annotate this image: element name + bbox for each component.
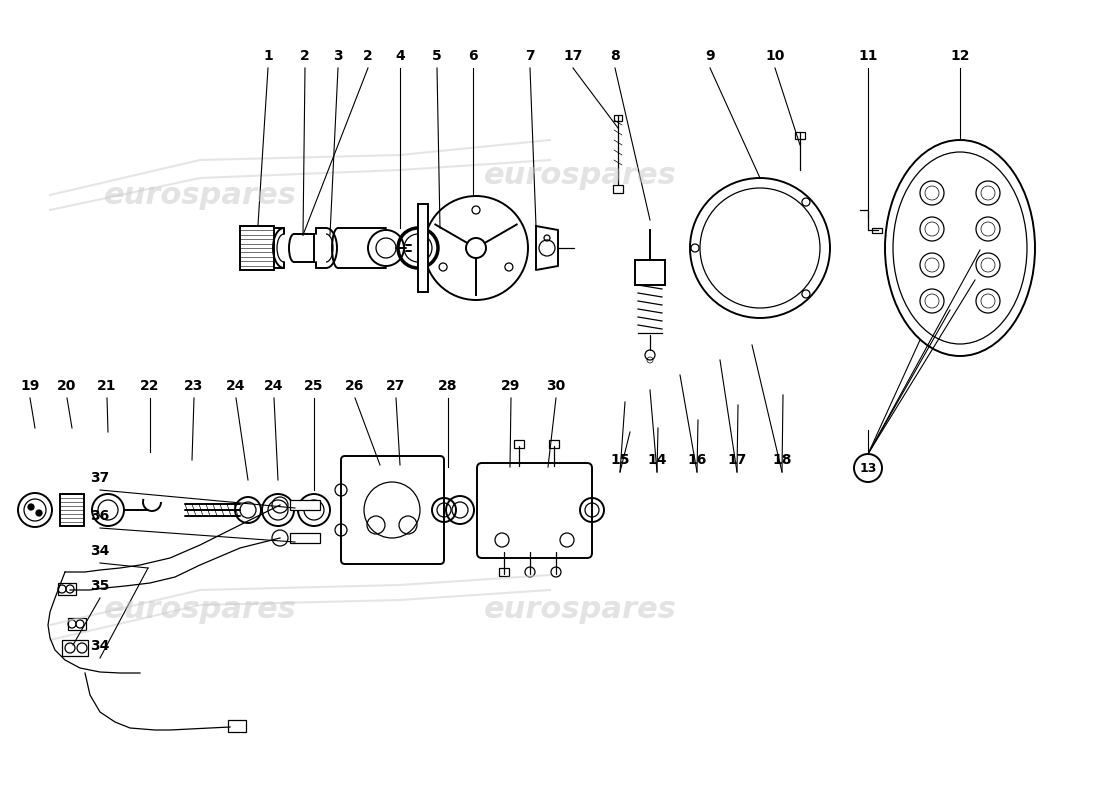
Text: 37: 37 <box>90 471 110 485</box>
Bar <box>418 204 428 292</box>
Text: 23: 23 <box>185 379 204 393</box>
Text: 11: 11 <box>858 49 878 63</box>
Text: 14: 14 <box>647 453 667 467</box>
Bar <box>614 115 622 121</box>
Bar <box>68 618 86 630</box>
Bar <box>499 568 509 576</box>
Text: eurospares: eurospares <box>103 595 296 625</box>
Text: eurospares: eurospares <box>484 595 676 625</box>
Bar <box>58 583 76 595</box>
Text: 7: 7 <box>525 49 535 63</box>
Text: 26: 26 <box>345 379 365 393</box>
Text: 15: 15 <box>610 453 629 467</box>
Bar <box>228 720 246 732</box>
Text: 3: 3 <box>333 49 343 63</box>
Text: 17: 17 <box>563 49 583 63</box>
Text: 9: 9 <box>705 49 715 63</box>
Text: eurospares: eurospares <box>103 181 296 210</box>
Text: 19: 19 <box>20 379 40 393</box>
Text: 4: 4 <box>395 49 405 63</box>
Text: 21: 21 <box>97 379 117 393</box>
FancyBboxPatch shape <box>477 463 592 558</box>
Text: 35: 35 <box>90 579 110 593</box>
Bar <box>549 440 559 448</box>
Text: 1: 1 <box>263 49 273 63</box>
Text: 28: 28 <box>438 379 458 393</box>
Text: 29: 29 <box>502 379 520 393</box>
Bar <box>795 132 805 139</box>
Text: 13: 13 <box>859 462 877 474</box>
Bar <box>62 640 88 656</box>
Text: 22: 22 <box>141 379 160 393</box>
Text: 2: 2 <box>300 49 310 63</box>
Bar <box>514 440 524 448</box>
Text: eurospares: eurospares <box>484 161 676 190</box>
Bar <box>60 494 84 526</box>
FancyBboxPatch shape <box>341 456 444 564</box>
Bar <box>872 228 882 233</box>
Ellipse shape <box>886 140 1035 356</box>
Bar <box>290 500 320 510</box>
Text: 36: 36 <box>90 509 110 523</box>
Text: 5: 5 <box>432 49 442 63</box>
Text: 30: 30 <box>547 379 565 393</box>
Text: 6: 6 <box>469 49 477 63</box>
Text: 27: 27 <box>386 379 406 393</box>
Text: 25: 25 <box>305 379 323 393</box>
Bar <box>240 226 274 270</box>
Text: 12: 12 <box>950 49 970 63</box>
Text: 24: 24 <box>227 379 245 393</box>
Bar <box>613 185 623 193</box>
Text: 18: 18 <box>772 453 792 467</box>
Text: 34: 34 <box>90 544 110 558</box>
Bar <box>290 533 320 543</box>
Text: 16: 16 <box>688 453 706 467</box>
Text: 2: 2 <box>363 49 373 63</box>
Text: 24: 24 <box>264 379 284 393</box>
Text: 20: 20 <box>57 379 77 393</box>
Text: 8: 8 <box>610 49 620 63</box>
Text: 10: 10 <box>766 49 784 63</box>
Text: 34: 34 <box>90 639 110 653</box>
Circle shape <box>36 510 42 516</box>
Text: 17: 17 <box>727 453 747 467</box>
Circle shape <box>28 504 34 510</box>
